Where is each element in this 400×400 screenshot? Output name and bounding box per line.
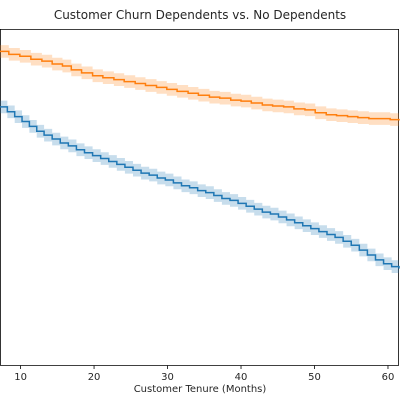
plot-area	[0, 29, 400, 366]
x-tick-label-50: 50	[308, 372, 321, 383]
series-1-confidence-band	[0, 45, 399, 127]
x-tick-label-30: 30	[161, 372, 174, 383]
series-2-confidence-band	[0, 100, 399, 275]
series-2-line	[0, 106, 400, 269]
x-tick-label-60: 60	[382, 372, 395, 383]
series-1-line	[0, 50, 400, 121]
x-tick-label-40: 40	[235, 372, 248, 383]
x-axis: 10 20 30 40 50 60	[14, 365, 395, 383]
x-tick-label-20: 20	[88, 372, 101, 383]
x-axis-title: Customer Tenure (Months)	[134, 384, 267, 395]
chart-title: Customer Churn Dependents vs. No Depende…	[54, 8, 346, 22]
x-tick-label-10: 10	[14, 372, 27, 383]
series-2	[0, 100, 400, 275]
series-1	[0, 45, 400, 127]
